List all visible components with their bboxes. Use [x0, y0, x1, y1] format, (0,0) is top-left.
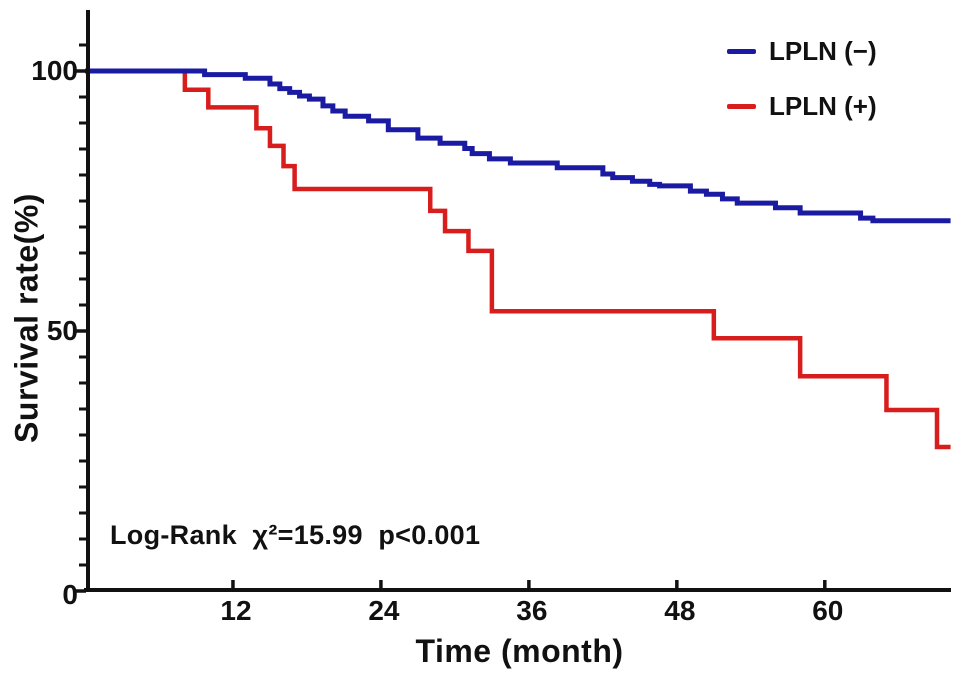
y-tick-label: 0 — [62, 579, 78, 610]
x-axis-title: Time (month) — [415, 633, 624, 669]
x-tick-label: 12 — [220, 595, 252, 626]
y-axis-title: Survival rate(%) — [8, 193, 45, 443]
x-tick-label: 48 — [664, 595, 696, 626]
logrank-annotation: Log-Rank χ²=15.99 p<0.001 — [110, 520, 481, 550]
x-tick-label: 60 — [812, 595, 844, 626]
survival-curve-lpln-positive — [85, 68, 951, 450]
legend-label-lpln-negative: LPLN (−) — [769, 35, 877, 66]
legend-label-lpln-positive: LPLN (+) — [769, 90, 877, 121]
lpln-positive-line-icon — [727, 103, 756, 109]
legend-item-lpln-negative: LPLN (−) — [727, 36, 877, 66]
lpln-negative-line-icon — [727, 48, 756, 54]
y-tick-label: 100 — [31, 55, 78, 86]
x-tick-label: 36 — [516, 595, 548, 626]
survival-curve-lpln-negative — [85, 68, 951, 224]
legend-item-lpln-positive: LPLN (+) — [727, 91, 877, 121]
x-tick-label: 24 — [368, 595, 400, 626]
y-tick-label: 50 — [46, 315, 78, 346]
